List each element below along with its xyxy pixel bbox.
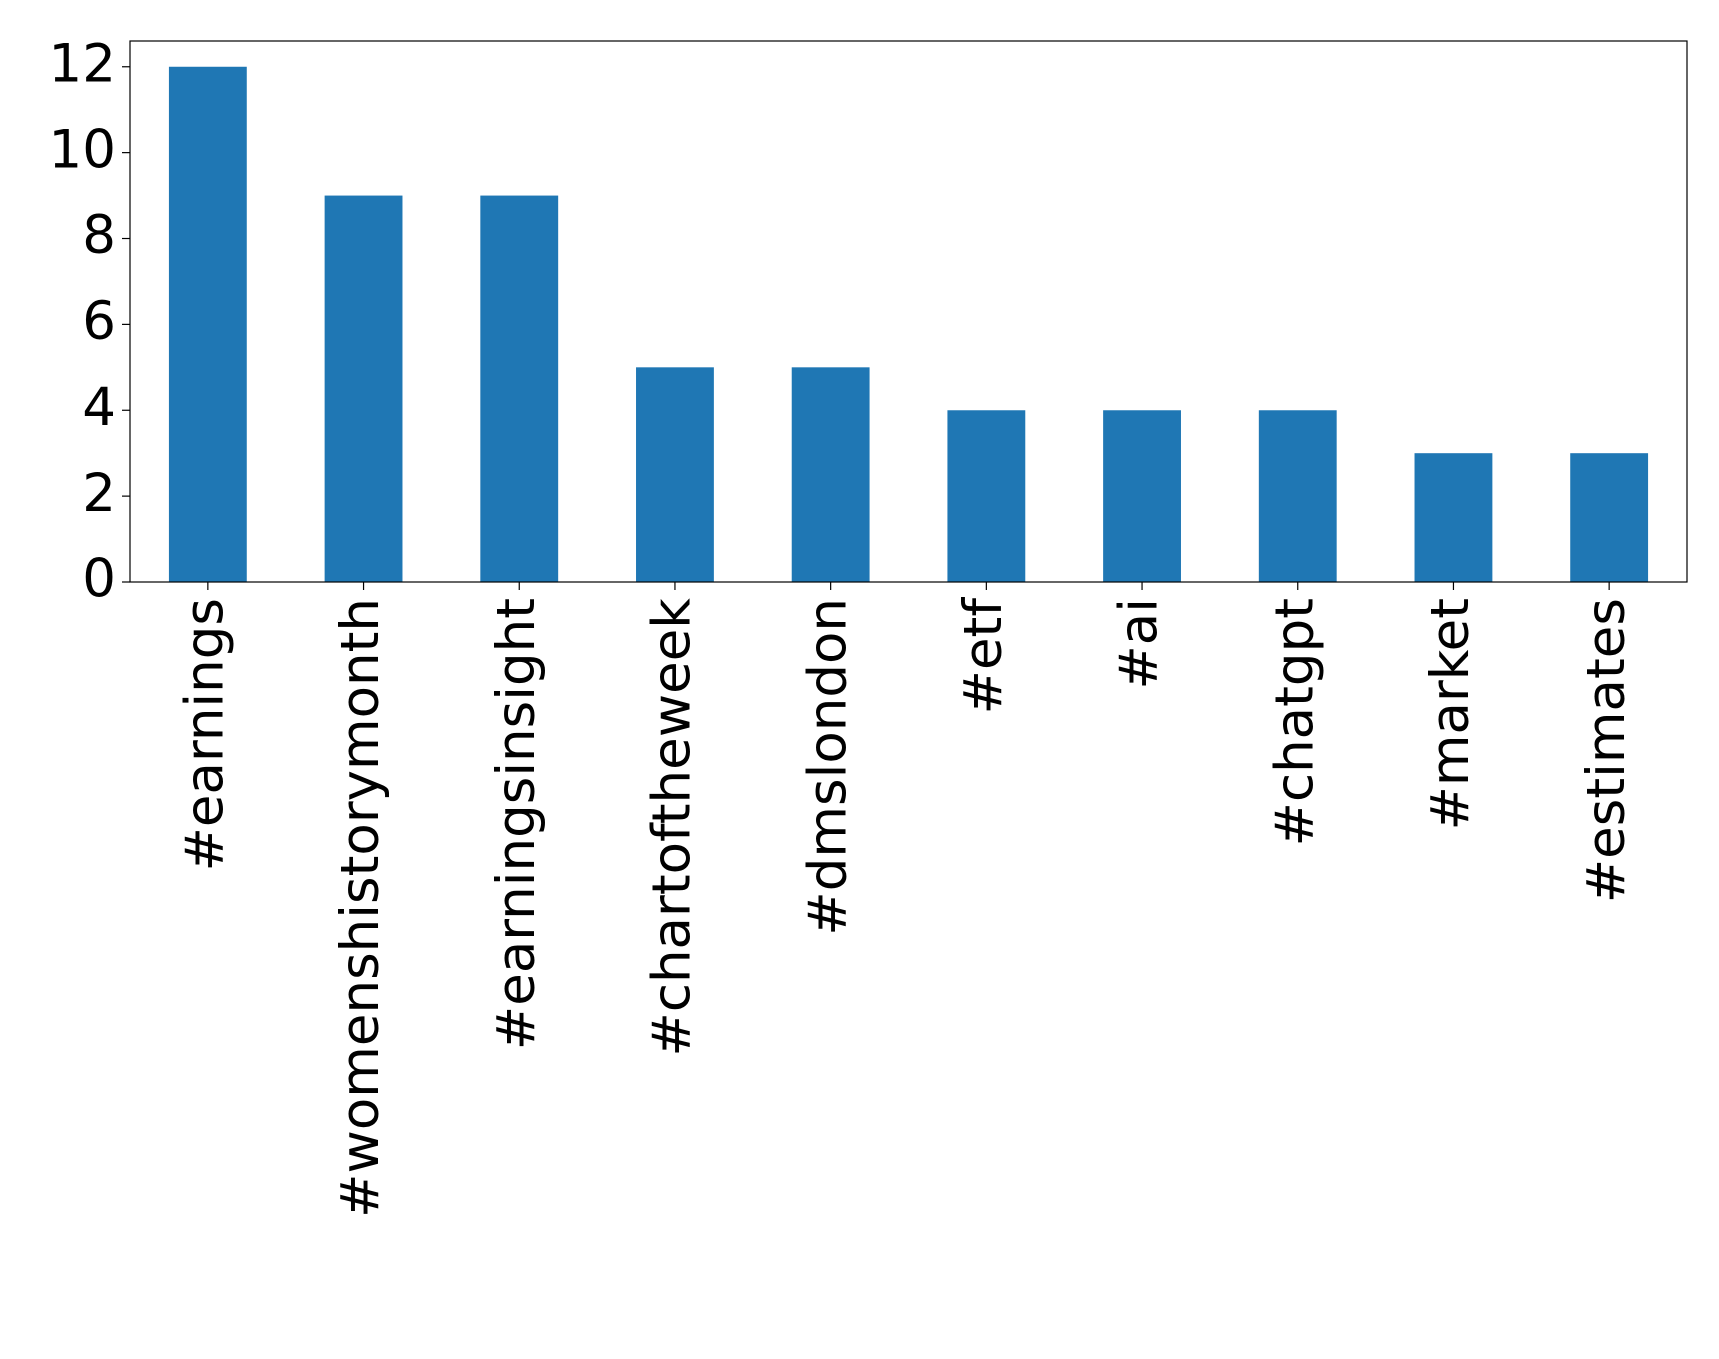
x-tick-label: #dmslondon	[797, 598, 858, 936]
x-tick-label: #etf	[953, 597, 1014, 715]
x-tick-label: #womenshistorymonth	[330, 598, 391, 1218]
x-tick-label: #chatgpt	[1264, 598, 1325, 846]
y-tick-label: 2	[82, 463, 116, 524]
axes-frame	[129, 40, 1688, 583]
x-tick-label: #market	[1420, 598, 1481, 831]
y-tick-label: 12	[49, 33, 116, 94]
bar	[636, 367, 714, 582]
bar	[1414, 453, 1493, 582]
x-tick-label: #earnings	[174, 598, 235, 872]
x-tick-label: #chartoftheweek	[642, 598, 703, 1057]
x-tick-label: #ai	[1109, 598, 1170, 690]
y-tick-label: 8	[82, 205, 116, 266]
y-tick-label: 6	[82, 291, 116, 352]
bar	[1570, 453, 1649, 582]
bar	[1103, 410, 1181, 582]
y-tick-label: 10	[49, 119, 116, 180]
x-tick-label: #estimates	[1576, 598, 1637, 903]
bar	[791, 367, 870, 582]
y-tick-label: 4	[82, 377, 116, 438]
bar	[947, 410, 1026, 582]
bar	[324, 195, 403, 583]
bar	[480, 195, 559, 583]
x-tick-label: #earningsinsight	[486, 598, 547, 1050]
bar	[168, 66, 247, 582]
y-tick-label: 0	[82, 549, 116, 610]
bar	[1258, 410, 1337, 582]
